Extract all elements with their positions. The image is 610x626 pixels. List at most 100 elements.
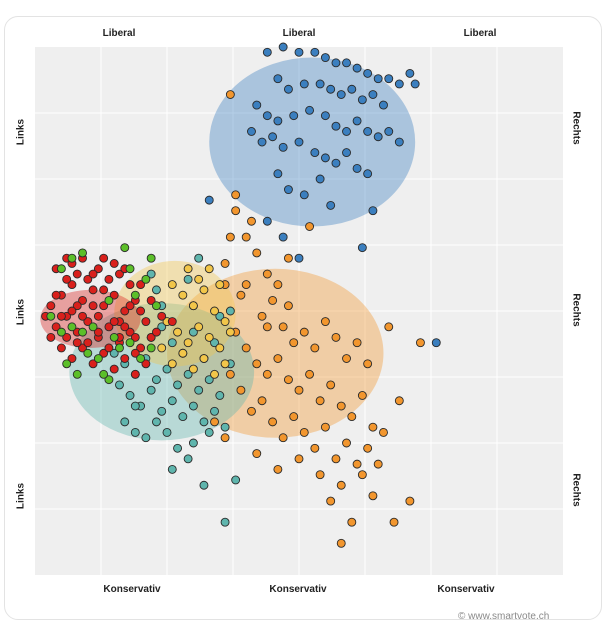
data-point-orange (336, 538, 346, 548)
top-label-right: Liberal (463, 28, 497, 39)
data-point-orange (257, 311, 267, 321)
data-point-yellow (210, 369, 219, 379)
data-point-orange (336, 480, 346, 490)
data-point-orange (236, 290, 246, 300)
data-point-red (157, 311, 167, 321)
data-point-orange (241, 280, 251, 290)
data-point-blue (315, 79, 325, 89)
data-point-red (88, 301, 98, 311)
data-point-red (136, 280, 146, 290)
left-label-top: Links (15, 118, 27, 146)
data-point-yellow (225, 327, 235, 337)
data-point-orange (320, 317, 330, 327)
data-point-orange (257, 396, 267, 406)
data-point-orange (357, 470, 367, 480)
data-point-red (125, 327, 135, 337)
data-point-green (62, 359, 72, 369)
data-point-yellow (167, 280, 177, 290)
data-point-orange (320, 422, 330, 432)
data-point-green (130, 290, 140, 300)
data-point-blue (384, 74, 394, 84)
data-point-blue (320, 153, 330, 163)
data-point-orange (252, 449, 262, 459)
data-point-red (104, 274, 114, 284)
data-point-yellow (178, 348, 188, 358)
data-point-red (146, 332, 156, 342)
data-point-blue (336, 90, 346, 99)
data-point-red (109, 364, 119, 374)
data-point-orange (262, 322, 272, 332)
data-point-blue (331, 58, 341, 68)
data-point-blue (310, 47, 320, 57)
data-point-blue (394, 137, 404, 147)
data-point-red (125, 301, 135, 311)
data-point-yellow (157, 343, 167, 353)
data-point-orange (262, 269, 272, 279)
data-point-red (78, 295, 87, 305)
data-point-red (109, 259, 119, 268)
data-point-yellow (220, 359, 230, 369)
data-point-orange (225, 369, 235, 379)
data-point-yellow (178, 290, 188, 300)
data-point-red (167, 317, 177, 327)
data-point-blue (247, 127, 256, 136)
data-point-blue (342, 127, 351, 136)
data-point-orange (326, 380, 336, 390)
data-point-blue (373, 132, 383, 142)
data-point-orange (299, 327, 309, 337)
data-point-blue (320, 111, 330, 121)
data-point-red (51, 322, 61, 332)
data-point-orange (384, 322, 394, 332)
data-point-green (109, 332, 119, 342)
data-point-orange (352, 338, 362, 348)
data-point-yellow (204, 332, 214, 342)
data-point-red (83, 274, 93, 284)
data-point-blue (310, 148, 320, 158)
data-point-blue (379, 100, 388, 110)
data-point-red (141, 359, 151, 369)
data-point-blue (294, 253, 304, 263)
data-point-blue (278, 232, 288, 242)
data-point-teal (210, 338, 219, 348)
data-point-orange (252, 248, 262, 258)
data-point-orange (415, 338, 425, 348)
data-point-blue (357, 95, 367, 105)
data-point-orange (236, 385, 246, 395)
data-point-green (136, 354, 146, 363)
data-point-blue (204, 195, 214, 205)
data-point-green (67, 322, 77, 332)
left-label-bottom: Links (15, 482, 27, 510)
credit-text: © www.smartvote.ch (458, 611, 550, 622)
data-point-teal (210, 406, 219, 416)
data-point-green (56, 264, 66, 274)
data-point-orange (210, 417, 219, 427)
data-point-blue (283, 84, 293, 94)
data-points (41, 42, 441, 548)
data-point-red (72, 301, 82, 311)
data-point-orange (389, 517, 399, 527)
data-point-orange (342, 438, 351, 448)
data-point-teal (178, 412, 188, 422)
data-point-red (141, 317, 151, 327)
data-point-orange (225, 90, 235, 99)
bottom-label-center: Konservativ (269, 584, 327, 595)
data-point-orange (342, 354, 351, 363)
data-point-teal (157, 406, 167, 416)
data-point-blue (394, 79, 404, 89)
data-point-green (146, 343, 156, 353)
data-point-teal (220, 422, 230, 432)
data-point-teal (173, 443, 183, 453)
data-point-blue (363, 127, 373, 136)
data-point-teal (220, 517, 230, 527)
data-point-red (99, 253, 109, 263)
data-point-orange (310, 443, 320, 453)
data-point-orange (315, 396, 325, 406)
data-point-orange (363, 443, 373, 453)
data-point-orange (305, 222, 315, 231)
data-point-orange (268, 295, 278, 305)
data-point-blue (268, 132, 278, 142)
data-point-teal (188, 327, 198, 337)
data-point-blue (342, 148, 351, 158)
data-point-orange (379, 427, 388, 437)
data-point-yellow (167, 359, 177, 369)
